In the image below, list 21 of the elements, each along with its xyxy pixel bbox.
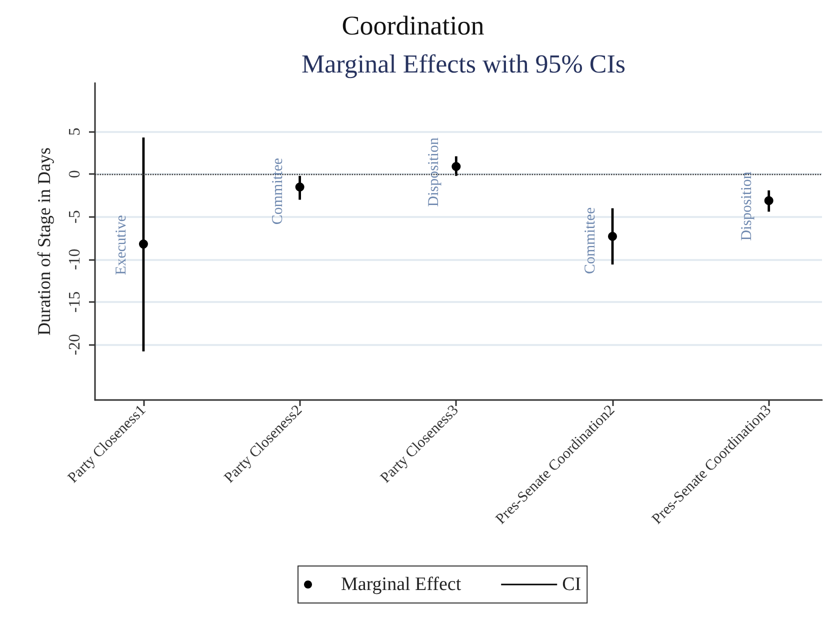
annotation: Committee <box>270 158 286 225</box>
annotation: Disposition <box>426 137 442 207</box>
point <box>138 240 148 249</box>
y-tick-label: -20 <box>66 334 84 356</box>
y-tick-label: 5 <box>66 128 84 136</box>
y-axis-title: Duration of Stage in Days <box>34 148 54 336</box>
y-tick-label: -15 <box>66 291 84 313</box>
annotation: Executive <box>113 214 130 276</box>
y-tick-label: 0 <box>66 170 84 178</box>
legend-label: Marginal Effect <box>341 574 462 595</box>
y-tick-label: -10 <box>66 248 84 270</box>
point <box>452 162 461 172</box>
chart-title: Coordination <box>342 10 485 40</box>
point <box>608 232 617 241</box>
annotation: Committee <box>582 207 598 274</box>
y-tick-label: -5 <box>66 210 84 224</box>
annotation: Disposition <box>738 171 755 241</box>
point <box>764 196 774 206</box>
legend-label: CI <box>562 574 582 595</box>
point <box>295 182 304 192</box>
chart-subtitle: Marginal Effects with 95% CIs <box>302 50 626 78</box>
